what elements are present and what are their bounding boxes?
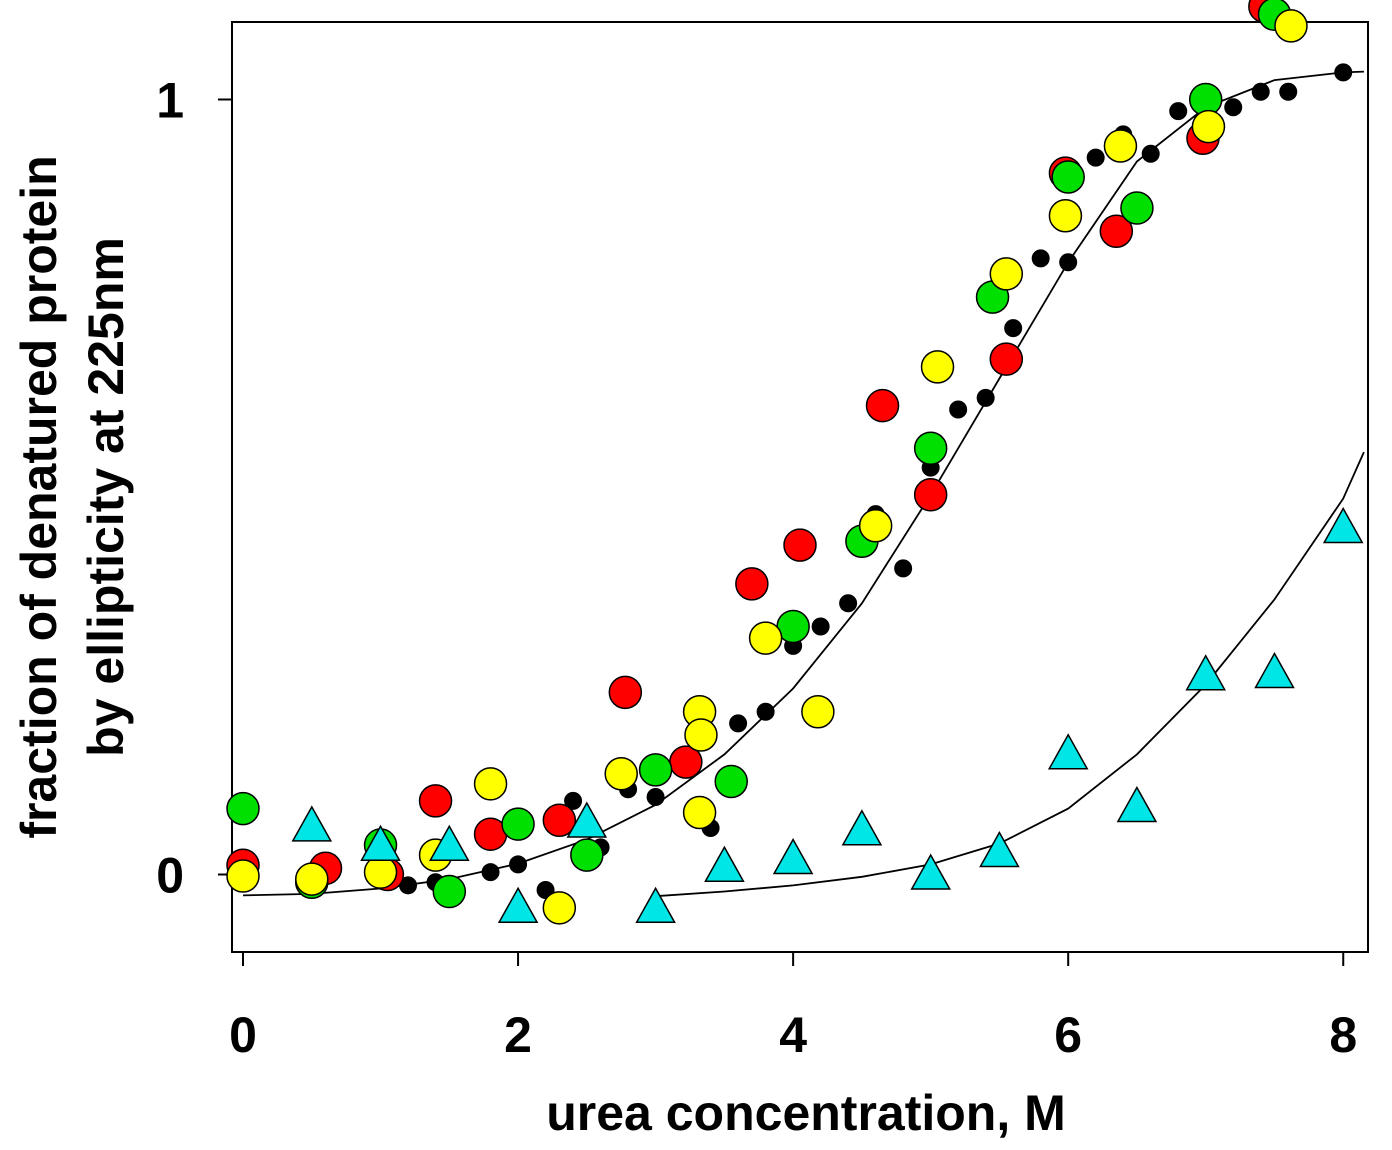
yellow-circles-point — [542, 891, 577, 925]
y-axis-title-line1: fraction of denatured protein — [11, 155, 67, 838]
yellow-circles-point — [989, 257, 1024, 291]
yellow-circles-point — [748, 621, 783, 655]
cyan-triangles-point — [979, 830, 1020, 868]
yellow-circles-point — [226, 859, 260, 893]
cyan-triangles-point — [772, 837, 814, 875]
y-tick-label: 0 — [156, 848, 184, 904]
y-tick-label: 1 — [156, 73, 184, 129]
black-dots-point — [1334, 63, 1353, 82]
black-dots-point — [399, 876, 418, 895]
cyan-triangles-point — [360, 824, 401, 862]
yellow-circles-point — [473, 767, 508, 801]
red-circles-point — [913, 478, 948, 512]
y-axis-title-line2: by ellipticity at 225nm — [78, 237, 134, 757]
black-dots-point — [1031, 249, 1050, 268]
yellow-circles-point — [682, 795, 717, 830]
cyan-triangles-point — [1322, 506, 1364, 544]
yellow-circles-point — [920, 350, 955, 384]
cyan-triangles-point — [635, 886, 676, 924]
black-dots-point — [646, 788, 665, 806]
black-dots-point — [839, 594, 858, 613]
yellow-circles-point — [684, 718, 718, 752]
black-dots-point — [976, 388, 995, 407]
plot-frame — [231, 21, 1369, 953]
yellow-circles-point — [801, 695, 835, 729]
red-circles-point — [1099, 214, 1134, 248]
x-tick-label: 0 — [229, 1007, 257, 1063]
black-dots-point — [1169, 102, 1188, 121]
x-tick-label: 2 — [504, 1007, 532, 1063]
red-circles-point — [418, 784, 453, 818]
cyan-triangles-point — [1116, 785, 1158, 823]
x-tick-label: 8 — [1329, 1007, 1357, 1063]
yellow-circles-point — [858, 509, 893, 543]
yellow-circles-point — [604, 757, 638, 791]
yellow-circles-point — [295, 862, 329, 896]
fit-curve-triangles — [655, 451, 1365, 898]
green-circles-point — [1120, 191, 1154, 225]
black-dots-point — [1141, 144, 1160, 163]
black-dots-point — [1224, 98, 1243, 117]
cyan-triangles-point — [910, 853, 951, 890]
yellow-circles-point — [1103, 129, 1138, 163]
green-circles-point — [913, 431, 948, 465]
cyan-triangles-point — [841, 809, 883, 846]
black-dots-point — [756, 702, 775, 721]
green-circles-point — [714, 764, 748, 799]
black-dots-point — [509, 855, 528, 874]
green-circles-point — [638, 753, 673, 787]
cyan-triangles-point — [291, 805, 333, 842]
cyan-triangles-point — [497, 886, 539, 924]
black-dots-point — [894, 559, 913, 578]
x-tick-label: 6 — [1054, 1007, 1082, 1063]
cyan-triangles-point — [1047, 733, 1089, 770]
red-circles-point — [608, 675, 643, 710]
data-points — [226, 0, 1364, 925]
red-circles-point — [542, 803, 577, 837]
cyan-triangles-point — [704, 845, 745, 882]
green-circles-point — [226, 791, 260, 826]
green-circles-point — [1051, 160, 1085, 194]
cyan-triangles-point — [429, 824, 470, 862]
yellow-circles-point — [1048, 199, 1083, 233]
axis-ticks — [218, 98, 1345, 966]
x-tick-label: 4 — [779, 1007, 807, 1063]
yellow-circles-point — [1274, 9, 1308, 43]
black-dots-point — [1086, 148, 1105, 167]
black-dots-point — [1004, 319, 1023, 338]
red-circles-point — [735, 567, 769, 601]
green-circles-point — [501, 807, 535, 841]
black-dots-point — [1279, 82, 1298, 101]
cyan-triangles-point — [1254, 651, 1295, 689]
red-circles-point — [989, 342, 1024, 376]
black-dots-point — [949, 400, 968, 419]
green-circles-point — [570, 838, 604, 872]
black-dots-point — [729, 714, 748, 733]
yellow-circles-point — [1191, 109, 1226, 144]
black-dots-point — [564, 791, 583, 810]
x-axis-title: urea concentration, M — [546, 1085, 1066, 1141]
black-dots-point — [481, 863, 500, 882]
black-dots-point — [811, 617, 830, 636]
black-dots-point — [1251, 82, 1270, 101]
red-circles-point — [783, 528, 817, 562]
cyan-triangles-point — [566, 801, 608, 838]
black-dots-point — [1059, 253, 1078, 272]
green-circles-point — [432, 874, 467, 909]
red-circles-point — [865, 388, 900, 423]
cyan-triangles-point — [1185, 654, 1226, 691]
